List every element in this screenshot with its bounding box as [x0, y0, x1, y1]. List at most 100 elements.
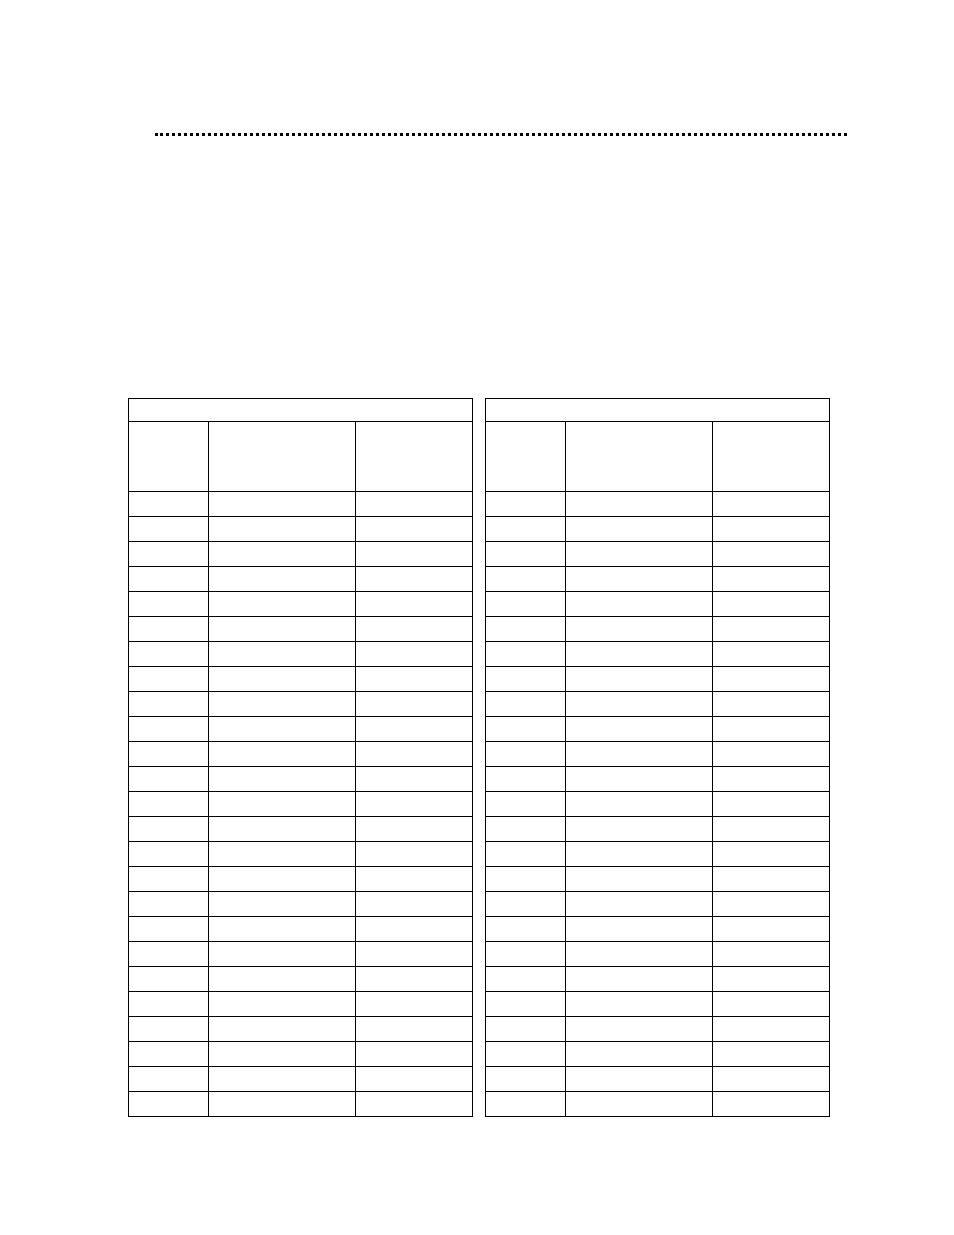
table-cell	[486, 767, 566, 792]
table-row	[486, 917, 830, 942]
table-cell	[209, 742, 356, 767]
table-cell	[356, 617, 473, 642]
table-row	[129, 717, 473, 742]
page	[0, 0, 954, 1235]
table-cell	[356, 492, 473, 517]
table-cell	[209, 692, 356, 717]
table-cell	[566, 692, 713, 717]
table-cell	[356, 642, 473, 667]
table-cell	[356, 842, 473, 867]
table-row	[129, 967, 473, 992]
table-row	[486, 792, 830, 817]
table-row	[486, 992, 830, 1017]
table-row	[129, 867, 473, 892]
table-cell	[129, 1067, 209, 1092]
table-cell	[356, 817, 473, 842]
table-cell	[713, 1067, 830, 1092]
table-row	[129, 1092, 473, 1117]
table-cell	[486, 992, 566, 1017]
table-cell	[713, 742, 830, 767]
table-cell	[486, 517, 566, 542]
table-cell	[129, 1042, 209, 1067]
table-cell	[713, 667, 830, 692]
table-row	[486, 1042, 830, 1067]
table-cell	[566, 567, 713, 592]
table-cell	[209, 992, 356, 1017]
table-row	[129, 617, 473, 642]
table-row	[486, 867, 830, 892]
table-cell	[209, 542, 356, 567]
table-cell	[209, 617, 356, 642]
table-cell	[486, 867, 566, 892]
table-cell	[356, 1067, 473, 1092]
table-cell	[486, 942, 566, 967]
table-cell	[356, 667, 473, 692]
dotted-divider	[155, 133, 847, 136]
table-row	[486, 717, 830, 742]
table-row	[129, 842, 473, 867]
table-cell	[356, 1092, 473, 1117]
table-cell	[209, 567, 356, 592]
table-title-row	[129, 399, 473, 422]
table-row	[129, 1042, 473, 1067]
table-cell	[356, 967, 473, 992]
table-cell	[713, 717, 830, 742]
table-cell	[209, 867, 356, 892]
table-cell	[356, 1017, 473, 1042]
table-title-row	[486, 399, 830, 422]
table-cell	[486, 1042, 566, 1067]
table-cell	[713, 767, 830, 792]
table-cell	[713, 792, 830, 817]
table-cell	[566, 1017, 713, 1042]
table-cell	[566, 742, 713, 767]
table-row	[486, 667, 830, 692]
table-cell	[713, 567, 830, 592]
table-cell	[209, 642, 356, 667]
table-row	[129, 892, 473, 917]
table-row	[486, 592, 830, 617]
table-row	[486, 1092, 830, 1117]
table-cell	[486, 817, 566, 842]
table-cell	[486, 967, 566, 992]
table-cell	[129, 567, 209, 592]
table-cell	[566, 717, 713, 742]
table-cell	[713, 592, 830, 617]
table-cell	[356, 742, 473, 767]
table-row	[129, 567, 473, 592]
table-cell	[209, 492, 356, 517]
table-row	[129, 517, 473, 542]
table-cell	[566, 617, 713, 642]
table-cell	[713, 967, 830, 992]
table-cell	[129, 717, 209, 742]
table-cell	[486, 592, 566, 617]
table-cell	[209, 592, 356, 617]
table-cell	[356, 792, 473, 817]
table-cell	[356, 517, 473, 542]
table-row	[129, 492, 473, 517]
table-row	[129, 592, 473, 617]
table-row	[486, 767, 830, 792]
table-cell	[129, 767, 209, 792]
table-cell	[209, 1092, 356, 1117]
table-cell	[713, 617, 830, 642]
table-row	[486, 642, 830, 667]
table-cell	[209, 667, 356, 692]
table-cell	[129, 967, 209, 992]
table-cell	[209, 767, 356, 792]
table-cell	[129, 642, 209, 667]
table-cell	[356, 1042, 473, 1067]
table-title-cell	[486, 399, 830, 422]
table-row	[486, 517, 830, 542]
table-cell	[566, 1092, 713, 1117]
table-cell	[566, 992, 713, 1017]
table-cell	[209, 942, 356, 967]
table-row	[486, 692, 830, 717]
table-cell	[129, 817, 209, 842]
table-row	[129, 992, 473, 1017]
table-cell	[129, 667, 209, 692]
table-cell	[713, 842, 830, 867]
table-cell	[486, 792, 566, 817]
table-cell	[566, 517, 713, 542]
table-cell	[209, 1067, 356, 1092]
table-cell	[129, 542, 209, 567]
